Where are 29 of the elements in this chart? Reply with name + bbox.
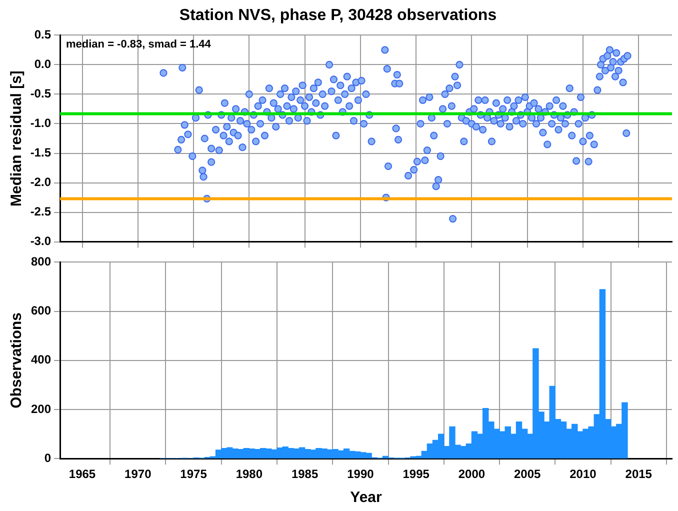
x-tick-label: 2000 [458,467,486,482]
y-tick-label: -2.5 [30,204,52,219]
y-tick-label: -0.5 [30,86,52,101]
chart-title: Station NVS, phase P, 30428 observations [179,7,497,24]
x-axis-title: Year [350,489,382,506]
y-tick-label: -1.5 [30,146,52,160]
y-tick-label: 600 [30,304,52,318]
x-tick-label: 1975 [180,467,208,482]
y-tick-label: 0 [44,450,52,465]
x-tick-label: 1965 [68,467,96,482]
y-tick-label: 800 [30,254,52,269]
x-tick-label: 2005 [514,467,542,482]
x-tick-label: 1970 [124,467,152,482]
y-tick-label: -1.0 [30,116,52,130]
annotation: median = -0.83, smad = 1.44 [66,38,212,51]
y-tick-label: -2.0 [30,175,52,190]
y-tick-label: -3.0 [30,234,52,248]
y-axis-title: Median residual [s] [8,70,26,206]
x-tick-label: 1990 [347,467,374,482]
x-tick-label: 2010 [570,467,597,482]
x-tick-label: 1985 [291,467,318,482]
y-tick-label: 0.5 [34,28,52,42]
y-axis-title: Observations [8,312,26,408]
x-tick-label: 1980 [236,467,263,482]
x-tick-label: 2015 [625,467,652,482]
y-tick-label: 400 [30,352,52,367]
y-tick-label: 200 [30,402,52,416]
x-tick-label: 1995 [402,467,430,482]
y-tick-label: 0.0 [34,57,52,72]
